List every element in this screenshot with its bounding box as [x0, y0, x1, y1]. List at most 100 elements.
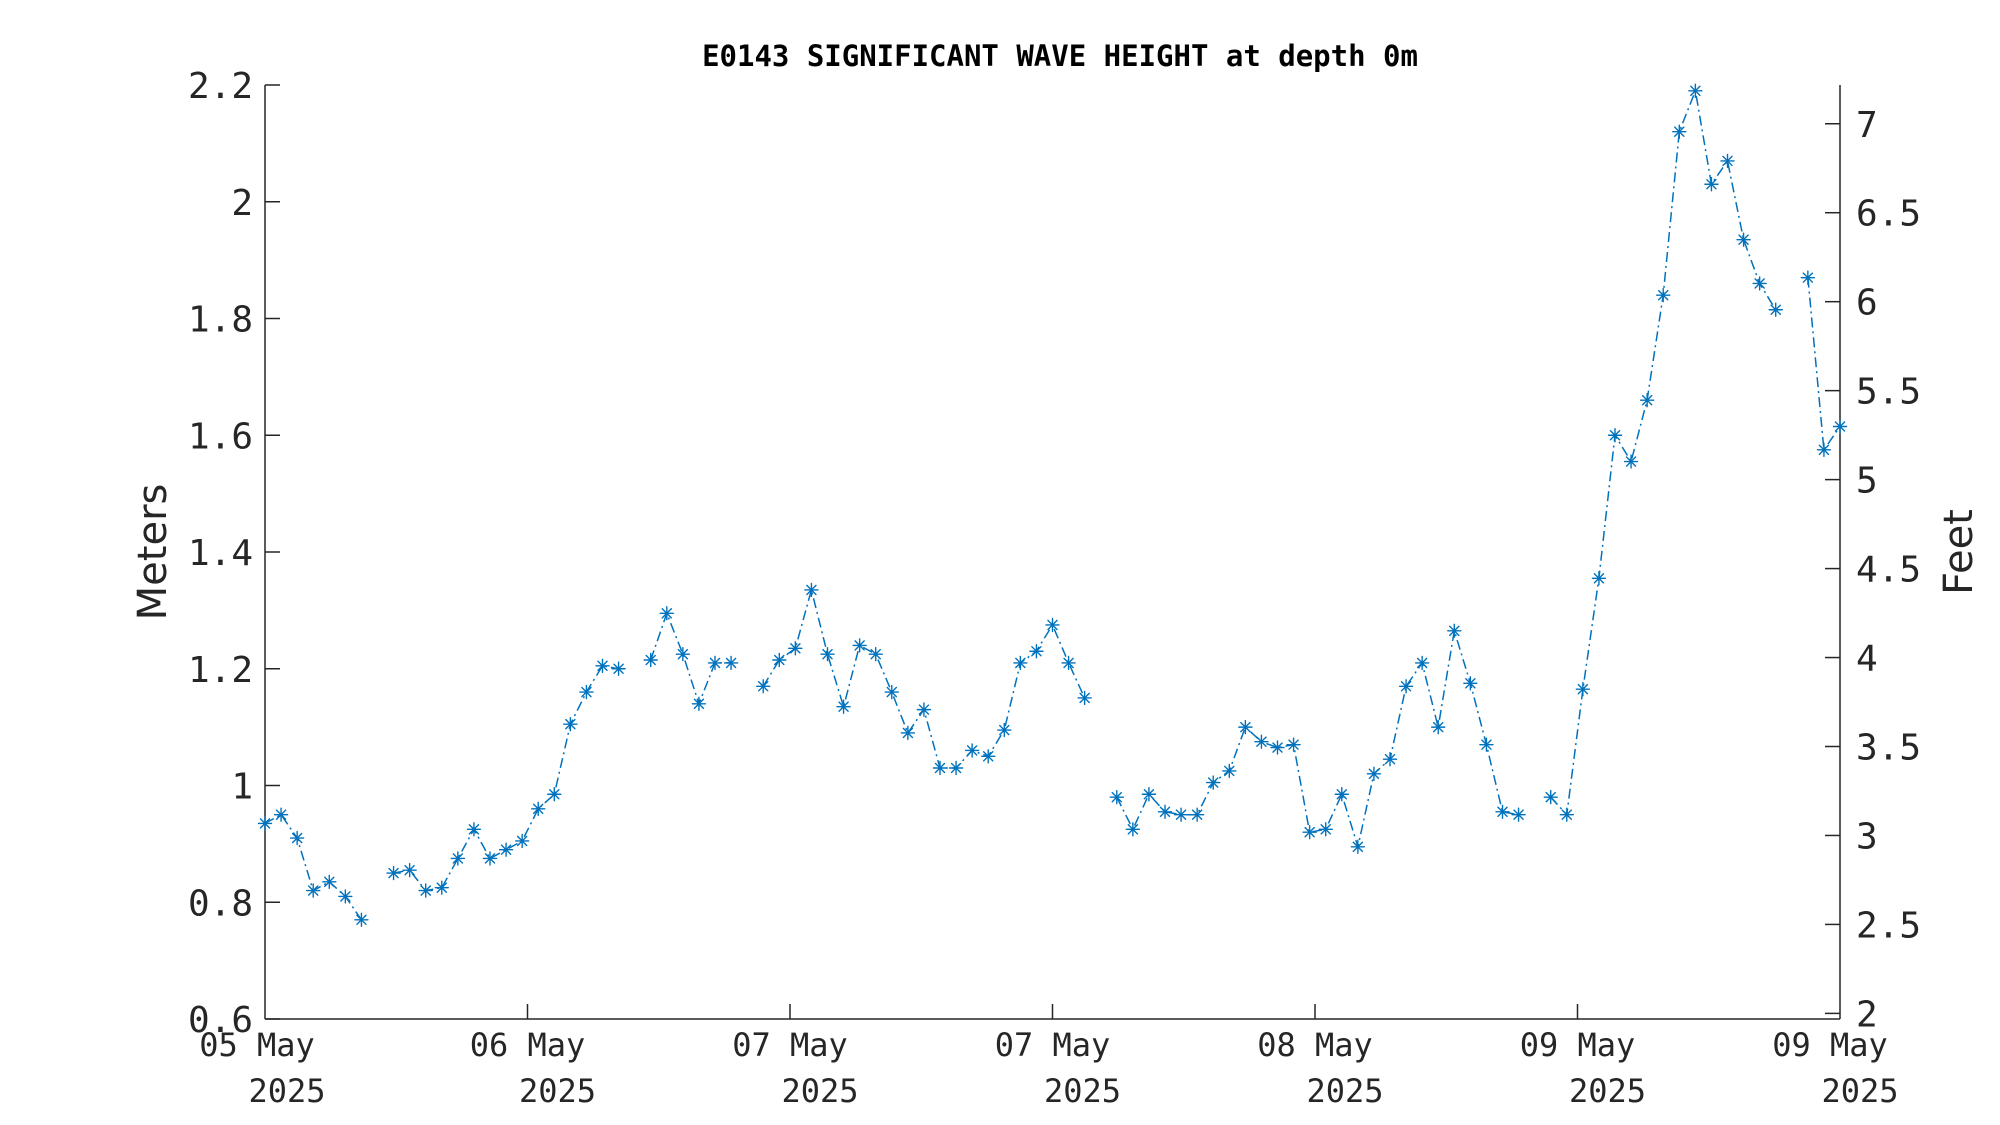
data-point	[852, 638, 867, 653]
data-point	[611, 661, 626, 676]
data-point	[1511, 807, 1526, 822]
data-point	[1382, 752, 1398, 767]
data-point	[691, 696, 707, 711]
y2-tick-label: 2.5	[1856, 905, 1921, 946]
data-point	[1350, 839, 1366, 854]
data-point	[402, 862, 417, 878]
y-tick-label: 2	[231, 183, 253, 224]
y2-axis-label-feet: Feet	[1936, 509, 1982, 595]
data-point	[1816, 442, 1832, 458]
plot-axes	[264, 85, 1841, 1020]
data-point	[836, 699, 851, 714]
data-point	[1623, 454, 1639, 469]
x-tick-date-label: 07 May	[732, 1026, 848, 1064]
y-axis-label-meters: Meters	[130, 484, 176, 621]
data-point	[1463, 676, 1478, 691]
series-line-segment	[762, 586, 1086, 769]
data-point	[1688, 83, 1703, 99]
x-ticks: 05 May 2025 06 May 2025 07 May 2025 07 May 2025…	[199, 1004, 1899, 1110]
data-point	[1639, 393, 1655, 408]
data-point	[531, 801, 546, 817]
x-tick-year-label: 2025	[781, 1072, 858, 1110]
data-point	[1495, 804, 1510, 819]
data-point	[450, 851, 466, 866]
data-point	[1366, 766, 1382, 782]
data-point	[916, 702, 932, 717]
data-point	[434, 880, 449, 895]
data-point	[756, 679, 771, 694]
data-point	[1254, 734, 1269, 749]
data-point	[1607, 428, 1623, 443]
data-point	[514, 833, 530, 849]
data-point	[579, 684, 594, 700]
data-point	[1206, 775, 1221, 790]
data-point	[482, 851, 498, 866]
x-tick-date-label: 08 May	[1257, 1026, 1373, 1064]
data-point	[1189, 807, 1205, 822]
data-point	[1543, 789, 1558, 805]
data-point	[1013, 655, 1028, 671]
x-tick-year-label: 2025	[519, 1072, 596, 1110]
data-point	[1125, 822, 1141, 837]
data-point	[997, 722, 1012, 738]
data-point	[1736, 232, 1751, 247]
data-point	[1414, 655, 1430, 671]
data-point	[547, 787, 562, 802]
data-point	[563, 717, 578, 732]
data-point	[788, 641, 803, 656]
x-tick-year-label: 2025	[1044, 1072, 1121, 1110]
data-point	[820, 646, 835, 662]
data-point	[1800, 270, 1816, 285]
data-point	[707, 655, 723, 671]
y2-tick-label: 3	[1856, 816, 1878, 857]
data-point	[289, 830, 305, 846]
data-point	[306, 883, 321, 898]
data-point	[884, 684, 899, 700]
y2-tick-label: 7	[1856, 105, 1878, 146]
y-tick-label: 0.6	[188, 1000, 253, 1041]
data-point	[723, 655, 739, 671]
y-tick-label: 1	[231, 767, 253, 808]
y-tick-label: 1.6	[188, 416, 253, 457]
x-tick-date-label: 06 May	[470, 1026, 586, 1064]
data-point	[1173, 807, 1189, 822]
data-point	[804, 582, 819, 598]
x-tick-date-label: 09 May	[1772, 1026, 1888, 1064]
data-point	[1029, 644, 1044, 659]
series-line-segment	[264, 813, 363, 921]
series-line-segment	[1807, 277, 1841, 452]
data-point	[1704, 177, 1719, 192]
y2-tick-label: 4	[1856, 639, 1878, 680]
data-point	[273, 807, 289, 822]
data-point	[595, 658, 610, 674]
data-point	[1398, 679, 1414, 694]
y2-tick-label: 3.5	[1856, 728, 1921, 769]
data-point	[643, 652, 658, 668]
x-tick-date-label: 09 May	[1520, 1026, 1636, 1064]
data-point	[1447, 623, 1462, 639]
data-point	[1318, 822, 1333, 837]
y-tick-label: 1.2	[188, 650, 253, 691]
data-point	[418, 883, 433, 898]
data-point	[466, 822, 482, 837]
data-point	[257, 816, 273, 831]
data-point	[868, 646, 883, 662]
data-point	[1222, 763, 1237, 779]
right-y-ticks: 2 2.5 3 3.5 4 4.5 5 5.5 6 6.5 7	[1825, 105, 1921, 1035]
series-line-segment	[1116, 630, 1519, 850]
y-tick-label: 1.4	[188, 533, 253, 574]
data-point	[948, 760, 964, 776]
left-y-ticks: 0.6 0.8 1 1.2 1.4 1.6 1.8 2 2.2	[188, 66, 280, 1041]
data-point	[964, 743, 980, 758]
series-line-segment	[649, 611, 732, 707]
y-tick-label: 2.2	[188, 66, 253, 107]
x-tick-date-label: 07 May	[995, 1026, 1111, 1064]
data-point	[932, 760, 948, 776]
y2-tick-label: 6	[1856, 283, 1878, 324]
data-point	[386, 865, 401, 881]
y2-tick-label: 5	[1856, 461, 1878, 502]
wave-height-series	[257, 83, 1848, 927]
data-point	[1077, 690, 1092, 706]
data-point	[1720, 153, 1735, 169]
data-point	[659, 606, 674, 621]
